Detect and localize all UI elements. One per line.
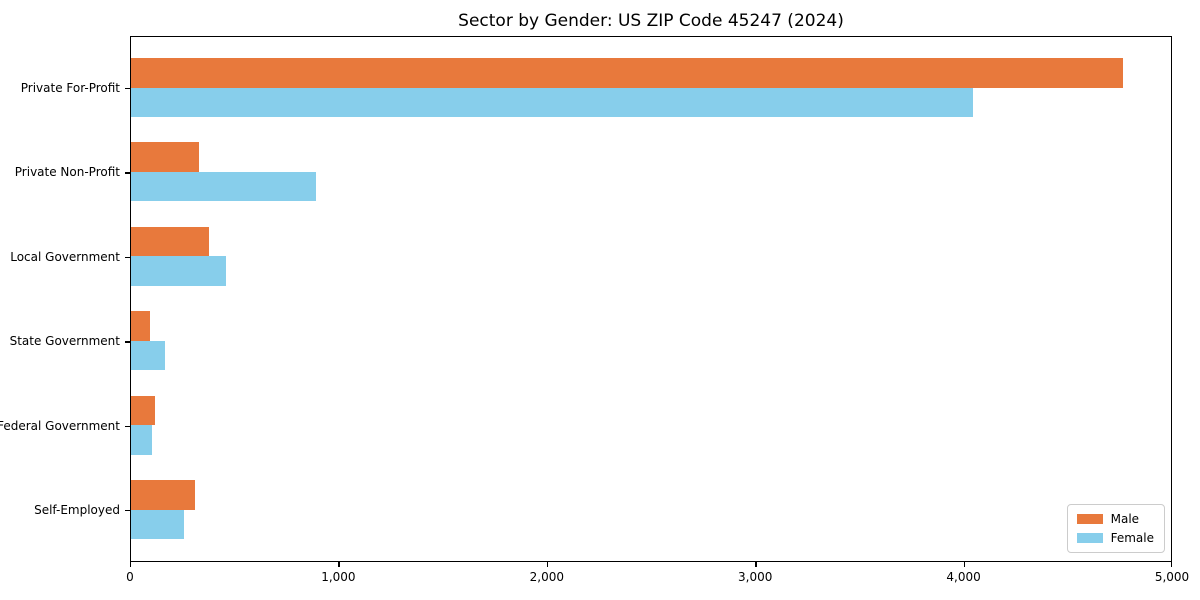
x-tick-label-5000: 5,000 — [1154, 570, 1190, 584]
y-tick-label-self-employed: Self-Employed — [34, 503, 120, 517]
plot-area: Male Female — [130, 36, 1172, 562]
y-tick-mark — [125, 425, 130, 427]
legend-item-male: Male — [1076, 512, 1154, 526]
y-axis-category-labels: Private For-Profit Private Non-Profit Loca… — [0, 36, 120, 562]
bar-state-government-female — [131, 340, 166, 371]
x-tick-mark — [338, 562, 340, 567]
y-tick-label-private-non-profit: Private Non-Profit — [14, 165, 120, 180]
bar-self-employed-male — [131, 480, 196, 510]
y-tick-label-state-government: State Government — [9, 334, 120, 349]
bar-private-non-profit-female — [131, 171, 317, 202]
y-tick-mark — [125, 88, 130, 90]
legend-label-male: Male — [1110, 512, 1140, 526]
y-tick-label-private-for-profit: Private For-Profit — [20, 81, 120, 95]
x-tick-label-1000: 1,000 — [321, 570, 356, 584]
x-tick-mark — [755, 562, 757, 567]
x-tick-label-4000: 4,000 — [946, 570, 981, 584]
x-tick-mark — [1170, 562, 1172, 567]
bar-private-for-profit-female — [131, 87, 974, 117]
y-tick-mark — [125, 256, 130, 259]
bar-federal-government-female — [131, 425, 152, 455]
bar-local-government-female — [131, 256, 226, 286]
y-tick-mark — [125, 172, 130, 174]
x-tick-mark — [963, 562, 965, 567]
x-tick-mark — [546, 562, 549, 567]
bar-state-government-male — [131, 311, 150, 341]
bar-private-for-profit-male — [131, 58, 1124, 88]
y-tick-mark — [125, 510, 130, 512]
legend: Male Female — [1066, 504, 1165, 553]
y-tick-mark — [125, 341, 130, 343]
bar-private-non-profit-male — [131, 142, 199, 172]
bar-local-government-male — [131, 226, 209, 257]
x-tick-label-0: 0 — [126, 570, 134, 584]
bar-self-employed-female — [131, 509, 185, 539]
x-tick-mark — [130, 562, 132, 567]
x-tick-label-3000: 3,000 — [738, 570, 773, 584]
chart-title: Sector by Gender: US ZIP Code 45247 (202… — [458, 11, 844, 31]
legend-item-female: Female — [1076, 531, 1154, 545]
male-swatch — [1076, 514, 1103, 524]
female-swatch — [1076, 533, 1103, 543]
legend-label-female: Female — [1110, 531, 1154, 545]
x-tick-label-2000: 2,000 — [529, 570, 564, 584]
y-tick-label-federal-government: Federal Government — [0, 418, 120, 433]
bar-federal-government-male — [131, 395, 155, 426]
y-tick-label-local-government: Local Government — [10, 249, 120, 264]
